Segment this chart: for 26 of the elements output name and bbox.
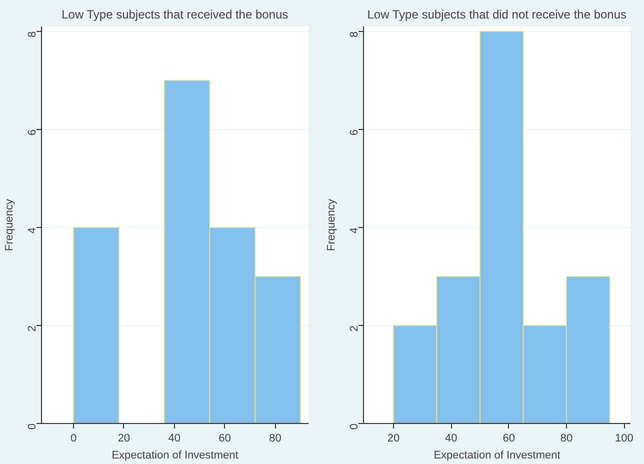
- x-tick-label: 40: [445, 432, 458, 444]
- x-tick-label: 80: [269, 432, 282, 444]
- y-tick-label: 4: [348, 227, 360, 234]
- y-tick-label: 6: [348, 129, 360, 136]
- x-tick-label: 20: [387, 432, 400, 444]
- y-tick-label: 2: [26, 325, 38, 332]
- x-tick-label: 40: [168, 432, 180, 444]
- x-tick-label: 20: [118, 432, 130, 444]
- x-axis-title: Expectation of Investment: [434, 450, 560, 462]
- y-axis-title: Frequency: [326, 198, 338, 251]
- x-axis-title: Expectation of Investment: [112, 450, 238, 462]
- y-tick-label: 4: [26, 227, 38, 234]
- y-tick-label: 8: [348, 31, 360, 38]
- y-tick-label: 6: [26, 129, 38, 136]
- chart-title: Low Type subjects that received the bonus: [62, 8, 288, 22]
- x-tick-label: 60: [218, 432, 231, 444]
- y-tick-label: 2: [348, 325, 360, 332]
- x-tick-label: 60: [502, 432, 515, 444]
- y-tick-label: 8: [26, 31, 38, 38]
- x-tick-label: 100: [614, 432, 634, 444]
- x-tick-label: 80: [560, 432, 573, 444]
- chart-title: Low Type subjects that did not receive the bonus: [367, 8, 627, 22]
- y-tick-label: 0: [26, 423, 38, 430]
- y-axis-title: Frequency: [4, 198, 16, 251]
- y-tick-label: 0: [348, 423, 360, 430]
- x-tick-label: 0: [70, 432, 77, 444]
